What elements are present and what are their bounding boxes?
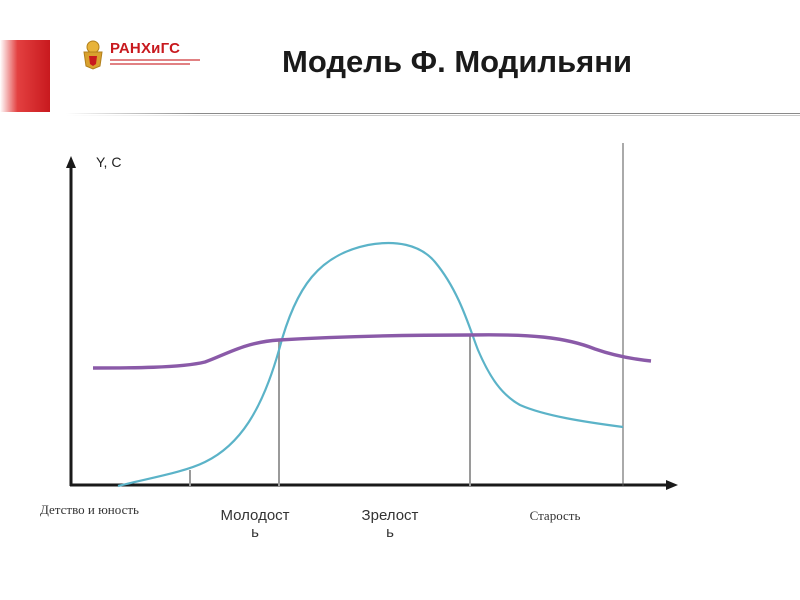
logo: РАНХиГС (80, 38, 200, 72)
logo-text: РАНХиГС (110, 40, 181, 57)
red-accent-block (0, 40, 50, 112)
y-axis-label: Y, C (96, 154, 122, 170)
income-curve (117, 241, 624, 488)
page-title: Модель Ф. Модильяни (282, 44, 633, 79)
phase-label-childhood: Детство и юность (40, 502, 139, 517)
header-divider-shadow (66, 115, 800, 116)
y-axis-arrow-icon (66, 156, 76, 168)
phase-label-maturity: Зрелост ь (361, 507, 419, 541)
x-axis-arrow-icon (666, 480, 678, 490)
header-divider (66, 113, 800, 114)
logo-subline (110, 63, 190, 65)
phase-label-old-age: Старость (529, 508, 581, 523)
logo-subline (110, 59, 200, 61)
emblem-icon (83, 40, 103, 70)
phase-label-youth: Молодост ь (220, 507, 290, 541)
consumption-curve (92, 333, 652, 370)
